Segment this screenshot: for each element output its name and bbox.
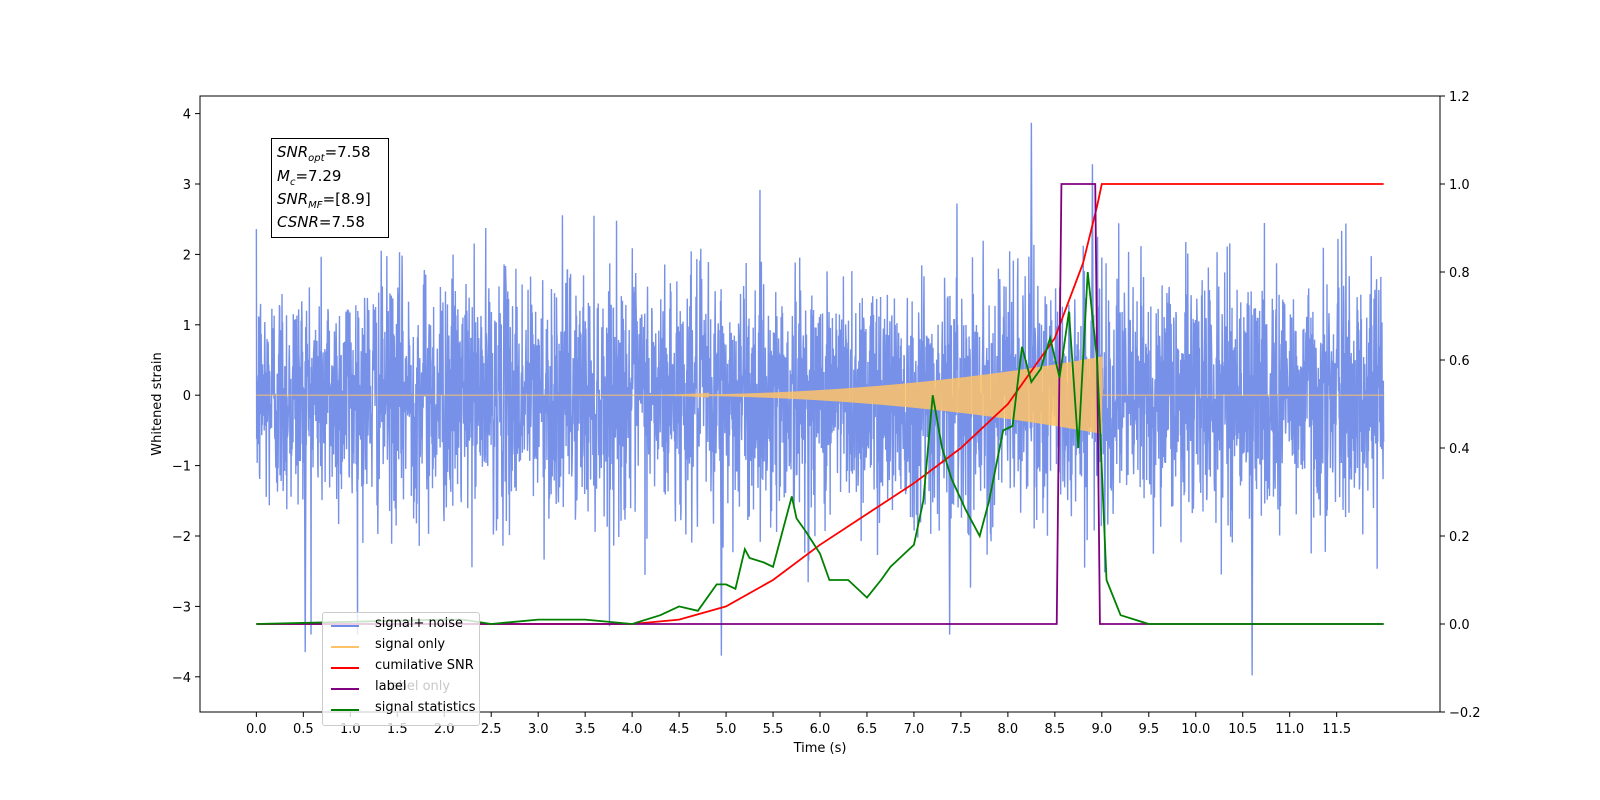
x-tick-label: 0.0 [246, 722, 267, 737]
legend-swatch [331, 625, 359, 627]
series-signal-noise [255, 122, 1385, 676]
y-axis-label: Whitened strain [150, 352, 165, 455]
x-tick-label: 5.5 [763, 722, 784, 737]
x-tick-label: 6.5 [857, 722, 878, 737]
legend-item: signal statistics [331, 700, 481, 720]
legend-item: cumilative SNR [331, 658, 481, 678]
y2-tick-label: 0.8 [1449, 266, 1470, 281]
y2-tick-label: 1.0 [1449, 178, 1470, 193]
x-tick-label: 7.5 [951, 722, 972, 737]
y2-tick-label: 1.2 [1449, 90, 1470, 105]
y-tick-label: 2 [183, 248, 191, 263]
legend-swatch [331, 667, 359, 669]
y-tick-label: −1 [172, 460, 191, 475]
y-tick-label: 1 [183, 319, 191, 334]
x-tick-label: 11.5 [1322, 722, 1351, 737]
x-tick-label: 9.5 [1138, 722, 1159, 737]
mc-value: 7.29 [308, 167, 342, 185]
y2-tick-label: 0.0 [1449, 618, 1470, 633]
y2-tick-label: 0.6 [1449, 354, 1470, 369]
legend-label: cumilative SNR [375, 658, 474, 673]
x-tick-label: 6.0 [810, 722, 831, 737]
legend: signal+ noise signal only cumilative SNR… [322, 612, 480, 726]
x-tick-label: 0.5 [293, 722, 314, 737]
legend-item: signal+ noise [331, 616, 481, 636]
y-tick-label: 3 [183, 178, 191, 193]
x-tick-label: 7.0 [904, 722, 925, 737]
legend-label: signal+ noise [375, 616, 464, 631]
legend-swatch [331, 709, 359, 711]
legend-label: signal statistics [375, 700, 476, 715]
x-tick-label: 10.0 [1181, 722, 1210, 737]
x-tick-label: 3.5 [575, 722, 596, 737]
y-tick-label: −2 [172, 530, 191, 545]
y2-tick-label: −0.2 [1449, 706, 1481, 721]
x-tick-label: 9.0 [1091, 722, 1112, 737]
series-signal-statistics [256, 271, 1384, 625]
y-tick-label: −3 [172, 600, 191, 615]
legend-item: label only label [331, 679, 481, 699]
legend-swatch [331, 688, 359, 690]
x-tick-label: 8.0 [998, 722, 1019, 737]
x-tick-label: 2.5 [481, 722, 502, 737]
x-tick-label: 10.5 [1228, 722, 1257, 737]
y2-tick-label: 0.2 [1449, 530, 1470, 545]
legend-ghost-label: label only [387, 679, 451, 694]
legend-swatch [331, 646, 359, 648]
legend-item: signal only [331, 637, 481, 657]
y-tick-label: 0 [183, 389, 191, 404]
snr-opt-value: 7.58 [337, 143, 371, 161]
x-tick-label: 4.0 [622, 722, 643, 737]
x-tick-label: 8.5 [1045, 722, 1066, 737]
y-tick-label: 4 [183, 108, 191, 123]
csnr-value: 7.58 [331, 213, 365, 231]
snr-annotation-box: SNRopt=7.58 Mc=7.29 SNRMF=[8.9] CSNR=7.5… [271, 138, 389, 238]
x-tick-label: 4.5 [669, 722, 690, 737]
y2-tick-label: 0.4 [1449, 442, 1470, 457]
x-tick-label: 5.0 [716, 722, 737, 737]
x-tick-label: 3.0 [528, 722, 549, 737]
x-tick-label: 11.0 [1275, 722, 1304, 737]
legend-label: signal only [375, 637, 446, 652]
snr-mf-value: [8.9] [335, 190, 371, 208]
series-cumulative-snr [256, 183, 1384, 625]
series-signal-only [256, 356, 1384, 434]
x-axis-label: Time (s) [793, 741, 847, 756]
y-tick-label: −4 [172, 671, 191, 686]
legend-label: label [375, 679, 407, 694]
